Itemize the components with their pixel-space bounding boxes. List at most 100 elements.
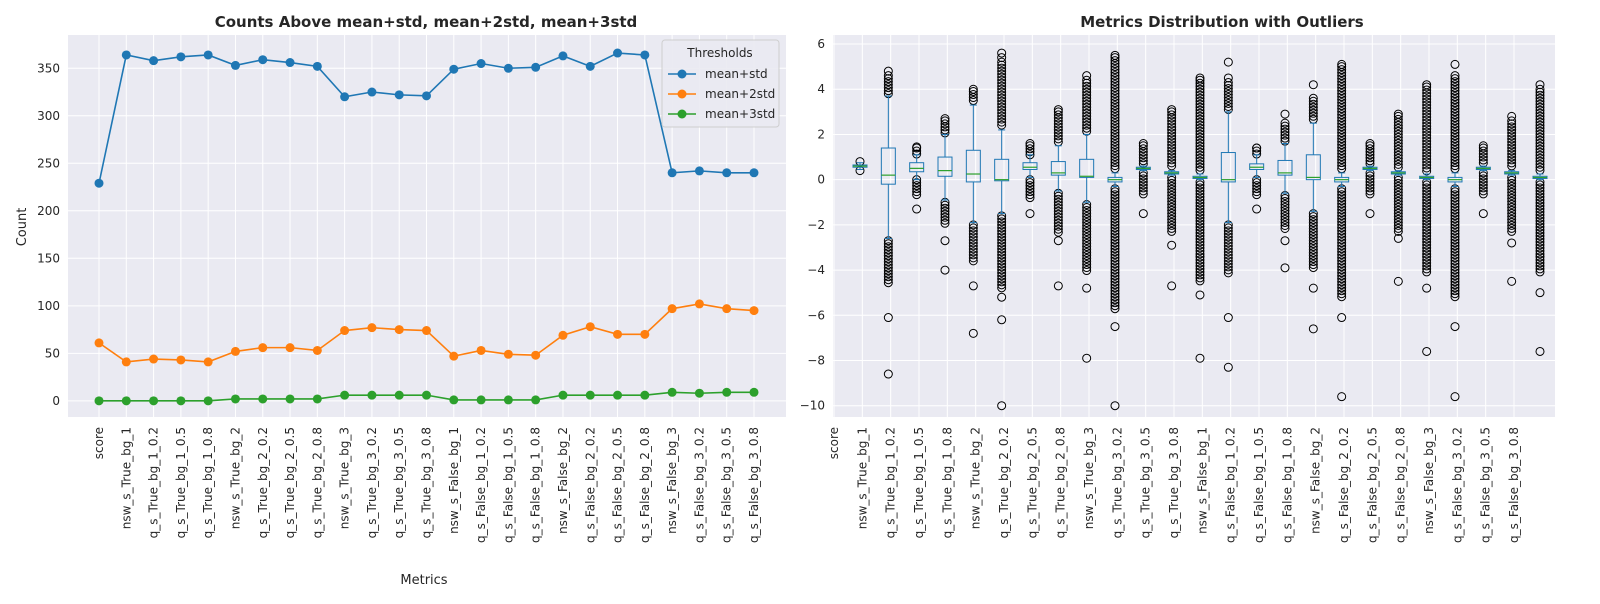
box-q_s_True_bg_1_0.8 bbox=[965, 84, 981, 338]
outlier-marker bbox=[1337, 271, 1347, 281]
y-tick-label: 250 bbox=[37, 156, 60, 170]
outlier-marker bbox=[1450, 256, 1460, 266]
iqr-box bbox=[1220, 152, 1236, 183]
outlier-marker bbox=[1110, 131, 1120, 141]
outlier-marker bbox=[1507, 193, 1517, 203]
outlier-marker bbox=[1110, 229, 1120, 239]
x-tick-label: q_s_False_bg_2_0.5 bbox=[1365, 427, 1379, 543]
outlier-marker bbox=[883, 257, 893, 267]
outlier-marker bbox=[1110, 211, 1120, 221]
data-point bbox=[694, 166, 704, 176]
box-q_s_True_bg_1_0.2 bbox=[909, 142, 925, 214]
iqr-box bbox=[1305, 154, 1321, 181]
outlier-marker bbox=[1053, 128, 1063, 138]
outlier-marker bbox=[1535, 153, 1545, 163]
x-tick-label: q_s_False_bg_1_0.5 bbox=[1252, 427, 1266, 543]
outlier-marker bbox=[1450, 220, 1460, 230]
outlier-marker bbox=[1393, 150, 1403, 160]
outlier-marker bbox=[1110, 262, 1120, 272]
x-tick-label: q_s_False_bg_2_0.8 bbox=[638, 427, 652, 543]
outlier-marker bbox=[1535, 99, 1545, 109]
outlier-marker bbox=[1110, 89, 1120, 99]
outlier-marker bbox=[1422, 183, 1432, 193]
outlier-marker bbox=[1450, 152, 1460, 162]
outlier-marker bbox=[1167, 128, 1177, 138]
outlier-marker bbox=[1507, 111, 1517, 121]
outlier-marker bbox=[1393, 147, 1403, 157]
outlier-marker bbox=[1422, 195, 1432, 205]
outlier-marker bbox=[997, 247, 1007, 257]
outlier-marker bbox=[1308, 221, 1318, 231]
outlier-marker bbox=[1535, 138, 1545, 148]
x-tick-label: q_s_True_bg_2_0.8 bbox=[310, 427, 324, 538]
outlier-marker bbox=[1535, 162, 1545, 172]
outlier-marker bbox=[1082, 102, 1092, 112]
outlier-marker bbox=[1422, 204, 1432, 214]
outlier-marker bbox=[1450, 71, 1460, 81]
box-q_s_False_bg_2_0.2 bbox=[1362, 138, 1378, 219]
outlier-marker bbox=[997, 256, 1007, 266]
outlier-marker bbox=[1082, 245, 1092, 255]
outlier-marker bbox=[968, 250, 978, 260]
data-point bbox=[613, 329, 623, 339]
outlier-marker bbox=[1082, 215, 1092, 225]
outlier-marker bbox=[912, 187, 922, 197]
outlier-marker bbox=[1337, 286, 1347, 296]
outlier-marker bbox=[1308, 242, 1318, 252]
outlier-marker bbox=[1507, 214, 1517, 224]
outlier-marker bbox=[1478, 174, 1488, 184]
outlier-marker bbox=[1393, 159, 1403, 169]
outlier-marker bbox=[1337, 193, 1347, 203]
outlier-marker bbox=[1478, 155, 1488, 165]
outlier-marker bbox=[1365, 144, 1375, 154]
outlier-marker bbox=[1280, 118, 1290, 128]
outlier-marker bbox=[997, 315, 1007, 325]
outlier-marker bbox=[1082, 242, 1092, 252]
legend-box bbox=[661, 39, 780, 128]
outlier-marker bbox=[1110, 190, 1120, 200]
x-tick-label: q_s_False_bg_3_0.8 bbox=[747, 427, 761, 543]
outlier-marker bbox=[1110, 247, 1120, 257]
data-point bbox=[121, 50, 131, 60]
outlier-marker bbox=[1422, 192, 1432, 202]
outlier-marker bbox=[1195, 87, 1205, 97]
outlier-marker bbox=[1082, 75, 1092, 85]
outlier-marker bbox=[1450, 161, 1460, 171]
data-point bbox=[640, 390, 650, 400]
box-nsw_s_False_bg_3 bbox=[1447, 59, 1463, 402]
outlier-marker bbox=[1110, 98, 1120, 108]
outlier-marker bbox=[1478, 186, 1488, 196]
outlier-marker bbox=[1195, 290, 1205, 300]
outlier-marker bbox=[1337, 131, 1347, 141]
outlier-marker bbox=[1110, 146, 1120, 156]
outlier-marker bbox=[1167, 140, 1177, 150]
outlier-marker bbox=[883, 77, 893, 87]
y-tick-label: 0 bbox=[52, 394, 60, 408]
outlier-marker bbox=[1337, 116, 1347, 126]
box-q_s_True_bg_2_0.2 bbox=[1022, 138, 1038, 219]
outlier-marker bbox=[1223, 95, 1233, 105]
outlier-marker bbox=[1337, 122, 1347, 132]
outlier-marker bbox=[1337, 113, 1347, 123]
outlier-marker bbox=[1110, 53, 1120, 63]
y-tick-label: 4 bbox=[817, 82, 825, 96]
outlier-marker bbox=[1025, 144, 1035, 154]
data-point bbox=[422, 326, 431, 336]
data-point bbox=[149, 56, 159, 66]
legend-marker bbox=[677, 89, 687, 99]
outlier-marker bbox=[1450, 232, 1460, 242]
outlier-marker bbox=[1478, 143, 1488, 153]
outlier-marker bbox=[1110, 301, 1120, 311]
outlier-marker bbox=[1337, 265, 1347, 275]
outlier-marker bbox=[940, 212, 950, 222]
data-point bbox=[449, 64, 459, 74]
outlier-marker bbox=[1535, 346, 1545, 356]
outlier-marker bbox=[997, 401, 1007, 411]
outlier-marker bbox=[1365, 171, 1375, 181]
outlier-marker bbox=[1422, 163, 1432, 173]
x-tick-label: nsw_s_False_bg_3 bbox=[665, 427, 679, 534]
outlier-marker bbox=[1535, 249, 1545, 259]
x-tick-label: q_s_True_bg_1_0.8 bbox=[201, 427, 215, 538]
outlier-marker bbox=[1280, 202, 1290, 212]
data-point bbox=[230, 60, 240, 70]
